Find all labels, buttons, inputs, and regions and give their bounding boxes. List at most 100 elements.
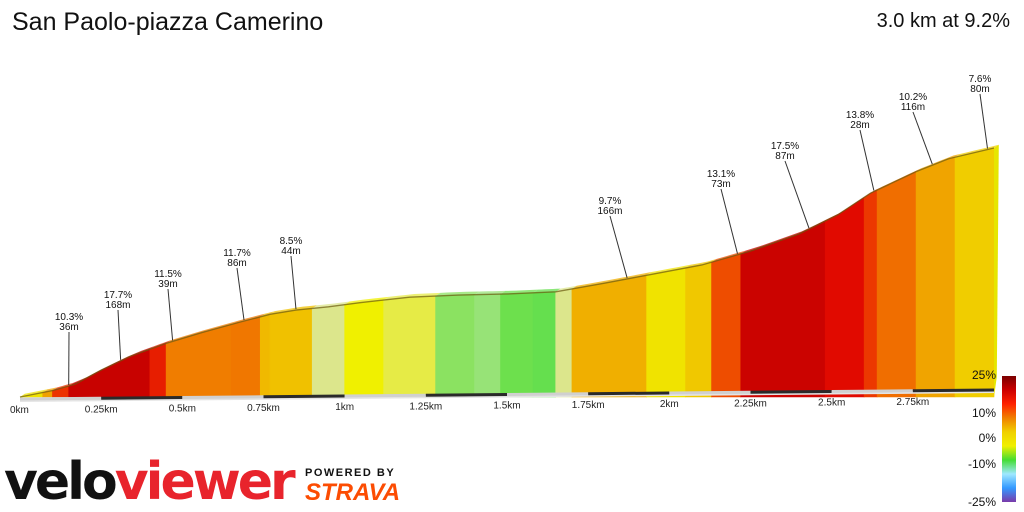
climb-summary: 3.0 km at 9.2%	[876, 10, 1010, 32]
annotation-length-0: 36m	[59, 322, 78, 333]
annotation-gradient-7: 17.5%	[771, 141, 799, 152]
annotation-leader-1	[117, 309, 122, 360]
gradient-segment-14	[500, 292, 534, 398]
road-stripe-9	[750, 390, 832, 394]
road-stripe-6	[506, 392, 589, 396]
gradient-segment-6	[230, 316, 261, 398]
annotation-gradient-3: 11.7%	[223, 248, 251, 259]
annotation-length-5: 166m	[597, 206, 622, 217]
road-stripe-0	[19, 396, 102, 401]
gradient-segment-13	[474, 293, 501, 398]
veloviewer-logo: veloviewer	[4, 452, 296, 512]
x-tick-label-7: 1.75km	[572, 400, 605, 411]
annotation-length-4: 44m	[281, 246, 300, 257]
annotation-length-6: 73m	[711, 179, 730, 190]
x-tick-label-6: 1.5km	[493, 401, 520, 412]
page-title: San Paolo-piazza Camerino	[12, 8, 324, 36]
gradient-segment-23	[863, 189, 878, 398]
annotation-length-8: 28m	[850, 120, 869, 131]
strava-logo: STRAVA	[305, 479, 401, 506]
gradient-segment-7	[259, 313, 271, 398]
x-tick-label-4: 1km	[335, 402, 354, 413]
annotation-leader-7	[784, 160, 810, 229]
gradient-segment-25	[915, 156, 956, 398]
gradient-segment-4	[149, 342, 167, 398]
annotation-leader-8	[859, 129, 875, 191]
legend-label-2: 0%	[979, 431, 997, 445]
x-tick-label-10: 2.5km	[818, 398, 845, 409]
gradient-segment-26	[954, 147, 995, 398]
annotation-gradient-2: 11.5%	[154, 269, 182, 280]
road-baseline	[19, 388, 995, 402]
annotation-length-10: 80m	[970, 84, 989, 95]
annotation-leader-9	[912, 111, 933, 165]
annotation-leader-4	[290, 255, 297, 310]
gradient-segment-9	[311, 304, 345, 398]
annotation-gradient-6: 13.1%	[707, 169, 735, 180]
annotation-gradient-1: 17.7%	[104, 290, 132, 301]
annotation-leader-10	[979, 93, 989, 149]
annotation-length-1: 168m	[105, 300, 130, 311]
gradient-segment-top-9	[312, 301, 350, 309]
x-tick-label-8: 2km	[660, 399, 679, 410]
legend-label-1: 10%	[972, 406, 996, 420]
annotation-gradient-10: 7.6%	[969, 74, 992, 85]
road-stripe-2	[182, 395, 264, 399]
profile-outline	[19, 147, 995, 398]
road-stripe-10	[831, 389, 913, 393]
gradient-segment-18	[646, 267, 686, 398]
road-stripe-5	[425, 393, 508, 397]
gradient-segment-12	[435, 294, 475, 398]
legend-label-3: -10%	[968, 457, 996, 471]
gradient-segment-17	[571, 274, 647, 398]
gradient-segment-top-21	[740, 217, 830, 254]
annotation-leader-3	[236, 267, 245, 321]
x-tick-label-9: 2.25km	[734, 398, 767, 409]
gradient-segment-top-19	[685, 258, 717, 269]
profile-end-face	[994, 144, 999, 397]
annotation-leader-5	[609, 215, 628, 279]
gradient-segment-15	[532, 291, 556, 398]
x-tick-label-3: 0.75km	[247, 403, 280, 414]
gradient-segment-3	[68, 348, 151, 398]
annotation-gradient-4: 8.5%	[280, 236, 303, 247]
road-stripe-7	[588, 391, 670, 396]
logo-viewer: viewer	[114, 452, 296, 512]
annotation-leader-2	[167, 288, 174, 341]
x-tick-label-11: 2.75km	[896, 397, 929, 408]
annotation-gradient-9: 10.2%	[899, 92, 927, 103]
gradient-segment-19	[685, 261, 712, 398]
annotation-leader-6	[720, 188, 738, 254]
gradient-segment-24	[876, 171, 917, 398]
annotation-length-9: 116m	[901, 102, 925, 113]
annotation-gradient-5: 9.7%	[599, 196, 622, 207]
annotation-gradient-8: 13.8%	[846, 110, 874, 121]
annotation-gradient-0: 10.3%	[55, 312, 83, 323]
gradient-segment-20	[711, 253, 742, 398]
road-stripe-11	[912, 388, 995, 393]
x-tick-label-2: 0.5km	[169, 404, 196, 415]
gradient-segment-11	[383, 295, 436, 398]
gradient-legend: 25% 10% 0% -10% -25%	[968, 368, 1016, 509]
gradient-segment-10	[344, 299, 384, 398]
gradient-segment-top-17	[571, 272, 652, 289]
gradient-segment-5	[165, 324, 232, 398]
gradient-fill-segments	[19, 144, 999, 398]
legend-label-4: -25%	[968, 495, 996, 509]
gradient-segment-16	[555, 288, 573, 398]
x-tick-label-5: 1.25km	[409, 401, 442, 412]
annotation-length-3: 86m	[227, 258, 246, 269]
gradient-segment-22	[824, 196, 865, 398]
gradient-segment-21	[740, 220, 826, 398]
x-axis-ticks: 0km 0.25km 0.5km 0.75km 1km 1.25km 1.5km 1.75km…	[10, 397, 929, 416]
x-tick-label-1: 0.25km	[85, 404, 118, 415]
gradient-segment-8	[269, 308, 313, 398]
x-tick-label-0: 0km	[10, 405, 29, 416]
legend-color-bar	[1002, 376, 1016, 502]
logo-velo: velo	[4, 452, 118, 512]
legend-label-0: 25%	[972, 368, 996, 382]
road-stripe-1	[101, 396, 183, 400]
road-stripe-4	[344, 393, 426, 398]
powered-by-label: POWERED BY	[305, 467, 396, 479]
